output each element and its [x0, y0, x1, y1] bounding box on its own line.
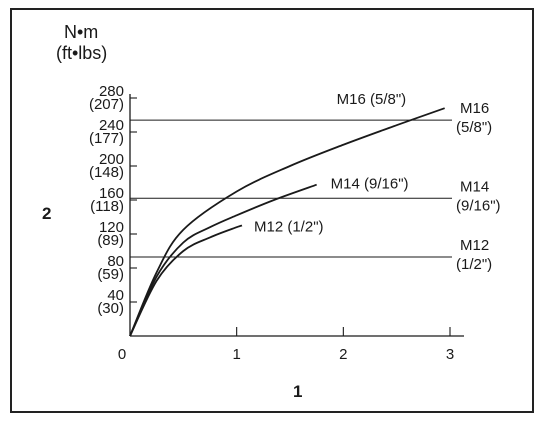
- y-tick-label: 80: [107, 253, 124, 270]
- series-label: M12 (1/2"): [254, 219, 324, 236]
- y-tick-label: 160: [99, 185, 124, 202]
- y-axis-marker: 2: [42, 204, 52, 223]
- x-axis-marker: 1: [293, 382, 303, 401]
- y-tick-sublabel: (89): [97, 232, 124, 249]
- chart-frame: 0 1 2 3 40 (30) 80 (59) 120 (89) 160 (118) 200 (148) 2…: [10, 8, 534, 413]
- reference-sublabel: (9/16"): [456, 197, 501, 214]
- y-tick-sublabel: (177): [89, 130, 124, 147]
- y-tick-sublabel: (59): [97, 266, 124, 283]
- y-tick-label: 40: [107, 287, 124, 304]
- series-line: [129, 107, 445, 337]
- y-tick-label: 240: [99, 117, 124, 134]
- series-line: [129, 224, 243, 337]
- y-tick-label: 120: [99, 219, 124, 236]
- torque-chart: 0 1 2 3 40(30) 80(59) 120(89) 160(118) 200(148) 2…: [89, 83, 501, 363]
- reference-label: M12: [460, 237, 489, 254]
- x-tick-label: 2: [339, 346, 347, 363]
- y-tick-sublabel: (118): [90, 198, 124, 215]
- reference-label: M16: [460, 100, 489, 117]
- y-tick-sublabel: (207): [89, 96, 124, 113]
- reference-sublabel: (5/8"): [456, 119, 492, 136]
- reference-sublabel: (1/2"): [456, 256, 492, 273]
- y-unit-secondary: (ft•lbs): [56, 43, 108, 63]
- reference-label: M14: [460, 178, 489, 195]
- x-tick-label: 1: [232, 346, 240, 363]
- x-tick-label: 0: [118, 346, 126, 363]
- series-label: M14 (9/16"): [331, 176, 409, 193]
- y-tick-sublabel: (30): [97, 300, 124, 317]
- y-unit-primary: N•m: [64, 22, 99, 42]
- y-tick-label: 280: [99, 83, 124, 100]
- series-line: [129, 183, 317, 337]
- y-tick-label: 200: [99, 151, 124, 168]
- x-tick-label: 3: [446, 346, 454, 363]
- series-label: M16 (5/8"): [337, 91, 407, 108]
- y-tick-sublabel: (148): [89, 164, 124, 181]
